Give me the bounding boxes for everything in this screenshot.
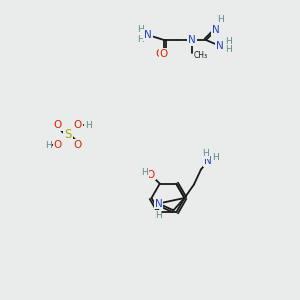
Text: O: O <box>54 120 62 130</box>
Text: H: H <box>45 140 51 149</box>
Text: O: O <box>156 49 164 59</box>
Text: O: O <box>74 120 82 130</box>
Text: N: N <box>212 25 220 35</box>
Text: O: O <box>160 49 168 59</box>
Text: O: O <box>74 140 82 150</box>
Text: N: N <box>154 199 162 208</box>
Text: H: H <box>138 35 144 44</box>
Text: O: O <box>54 140 62 150</box>
Text: H: H <box>155 211 162 220</box>
Text: N: N <box>216 41 224 51</box>
Text: H: H <box>212 153 219 162</box>
Text: N: N <box>204 156 212 166</box>
Text: H: H <box>202 149 209 158</box>
Text: H: H <box>85 121 92 130</box>
Text: H: H <box>217 16 224 25</box>
Text: H: H <box>225 46 231 55</box>
Text: H: H <box>141 169 148 178</box>
Text: N: N <box>144 30 152 40</box>
Text: H: H <box>225 38 231 46</box>
Text: S: S <box>64 128 72 142</box>
Text: H: H <box>138 26 144 34</box>
Text: O: O <box>146 169 155 179</box>
Text: CH₃: CH₃ <box>194 52 208 61</box>
Text: N: N <box>188 35 196 45</box>
